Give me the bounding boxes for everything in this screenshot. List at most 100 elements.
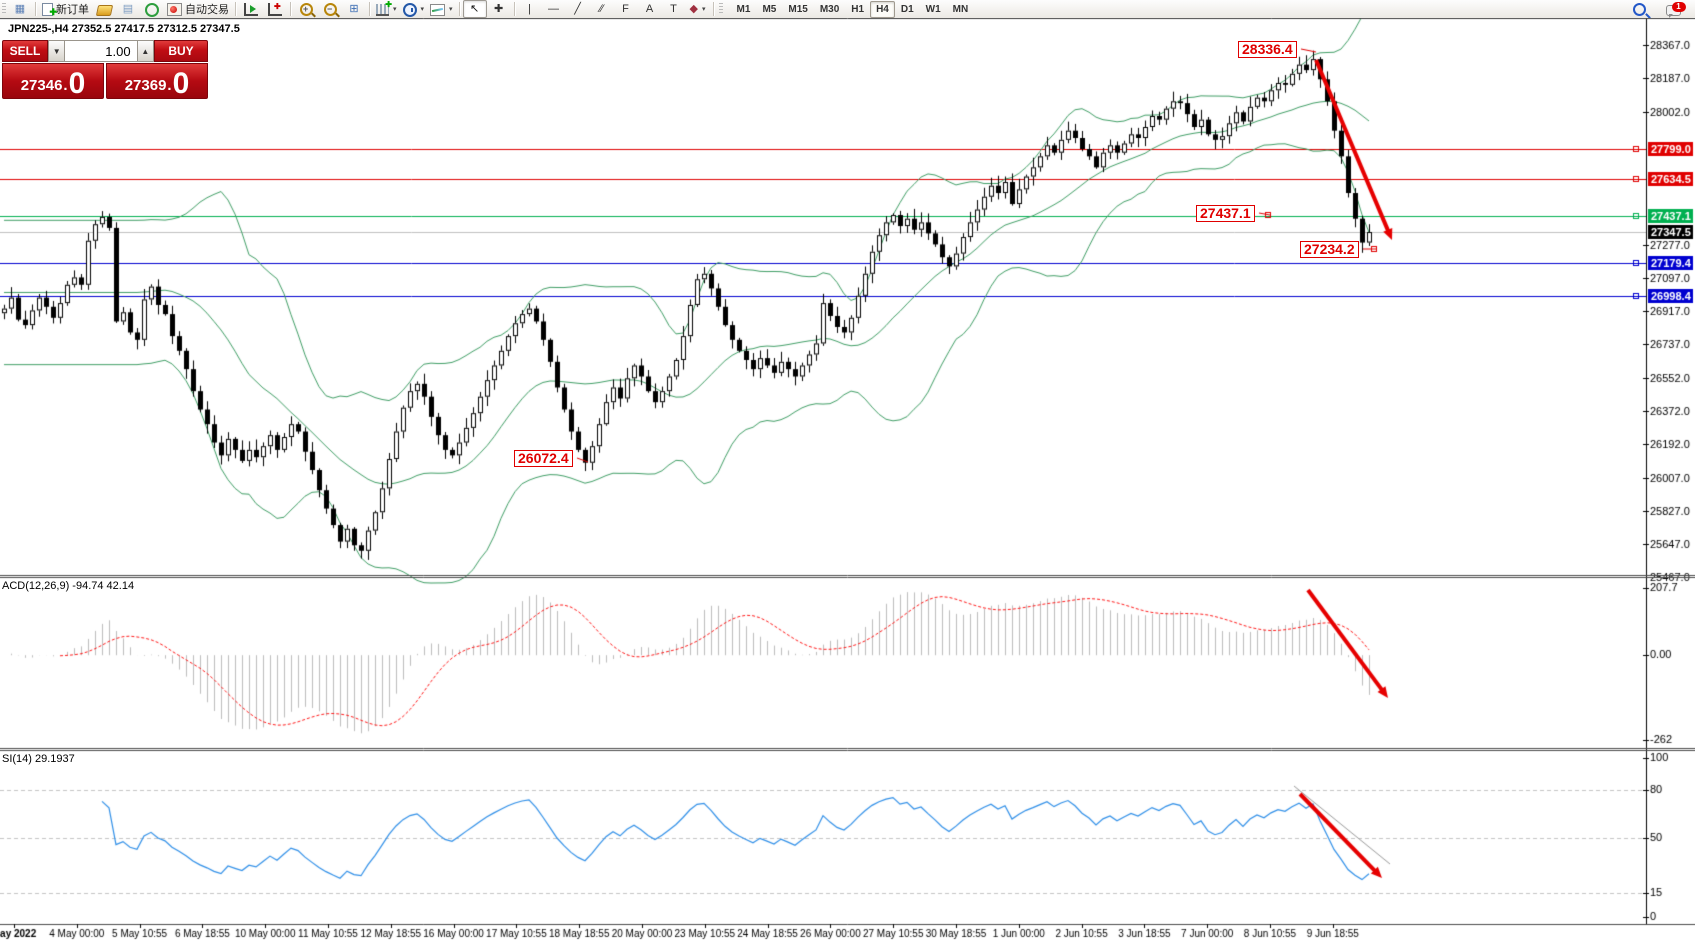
dropdown-caret-icon: ▾ [449,6,453,13]
price-annotation[interactable]: 27234.2 [1300,241,1359,258]
channel-icon: ∕∕ [599,2,604,15]
macd-indicator-label: ACD(12,26,9) -94.74 42.14 [2,580,135,592]
signal-icon[interactable] [140,0,164,18]
new-order-button[interactable]: 新订单 [39,0,92,18]
dropdown-caret-icon: ▾ [702,6,706,13]
fibonacci-icon[interactable]: F [614,0,638,18]
one-click-trading-panel: SELL ▼ 1.00 ▲ BUY 27346. 0 27369. 0 [2,40,208,99]
bid-price-panel[interactable]: 27346. 0 [2,63,104,99]
price-annotation[interactable]: 27437.1 [1196,205,1255,222]
market-watch-icon: ▤ [122,2,134,15]
new-order-button [42,2,57,18]
timeframe-button-mn[interactable]: MN [952,3,969,15]
quote-bar: JPN225-,H4 27352.5 27417.5 27312.5 27347… [8,23,240,35]
volume-down-button[interactable]: ▼ [48,40,66,62]
autotrade-button [167,2,182,16]
toolbar: ▦新订单▤自动交易+−⊞▾▾▾↖✚|—╱∕∕FAT◆▾M1M5M15M30H1H… [0,0,1695,19]
gold-icon [95,4,113,16]
zoom-in-icon[interactable]: + [294,0,318,18]
indicators-icon[interactable]: ▾ [373,0,400,18]
buy-button[interactable]: BUY [153,40,208,62]
toolbar-grip[interactable] [2,3,6,15]
timeframe-button-h1[interactable]: H1 [851,3,865,15]
price-annotation[interactable]: 28336.4 [1238,41,1297,58]
timeframe-button-m5[interactable]: M5 [762,3,777,15]
search-icon [1632,2,1646,16]
chart-shift-icon[interactable] [239,0,263,18]
text-label-icon: T [670,2,677,15]
chart-canvas[interactable] [0,18,1695,940]
zoom-out-icon[interactable]: − [318,0,342,18]
bid-price-frac: 0 [68,67,86,100]
arrows-icon[interactable]: ◆ ▾ [686,0,710,18]
chart-window-icon[interactable]: ▦ [8,0,32,18]
crosshair-icon[interactable]: ✚ [487,0,511,18]
tile-windows-icon: ⊞ [349,2,359,15]
chart-window-icon: ▦ [14,2,26,15]
timeframe-toolbar: M1 M5 M15 M30 H1 H4 D1 W1 MN [731,0,975,18]
cursor-icon: ↖ [469,2,480,15]
notification-badge: 1 [1671,1,1686,12]
indicators-icon [376,0,392,16]
zoom-in-icon: + [299,2,313,16]
trendline-icon: ╱ [574,2,581,15]
price-annotation[interactable]: 26072.4 [514,450,573,467]
ask-decimal: . [167,77,172,94]
ask-price-frac: 0 [172,67,190,100]
new-order-button-label: 新订单 [56,4,89,16]
sell-button[interactable]: SELL [2,40,48,62]
timeframe-button-m30[interactable]: M30 [819,3,840,15]
toolbar-separator [290,2,291,16]
toolbar-separator [235,2,236,16]
toolbar-separator [458,2,460,16]
chart-shift-icon [244,3,258,16]
search-icon[interactable] [1627,0,1651,18]
vertical-line-icon: | [528,2,531,15]
dropdown-caret-icon: ▾ [420,6,425,13]
channel-icon[interactable]: ∕∕ [590,0,614,18]
autotrade-button-label: 自动交易 [185,4,229,16]
bid-price-int: 27346 [20,77,63,94]
chat-icon[interactable]: 1 [1661,0,1686,18]
text-icon[interactable]: A [638,0,662,18]
chat-icon: 1 [1665,1,1686,18]
timeframe-button-m1[interactable]: M1 [736,3,751,15]
dropdown-caret-icon: ▾ [393,6,397,13]
autotrade-button[interactable]: 自动交易 [164,0,232,18]
toolbar-separator [513,2,515,16]
toolbar-grip[interactable] [718,3,723,15]
volume-up-button[interactable]: ▲ [136,40,154,62]
trendline-icon[interactable]: ╱ [566,0,590,18]
market-watch-icon[interactable]: ▤ [116,0,140,18]
signal-icon [145,2,159,17]
auto-scroll-icon[interactable] [263,0,287,18]
periods-icon [402,2,417,17]
timeframe-button-w1[interactable]: W1 [925,3,941,15]
horizontal-line-icon: — [548,2,560,15]
crosshair-icon: ✚ [493,2,504,15]
rsi-indicator-label: SI(14) 29.1937 [2,753,75,765]
toolbar-separator [35,2,36,16]
ask-price-int: 27369 [124,77,167,94]
gold-icon[interactable] [92,0,116,18]
arrows-icon: ◆ [689,2,699,15]
timeframe-button-m15[interactable]: M15 [788,3,808,15]
templates-icon[interactable]: ▾ [427,0,456,18]
volume-input[interactable]: 1.00 [65,40,137,62]
cursor-icon[interactable]: ↖ [462,0,487,18]
tile-windows-icon[interactable]: ⊞ [342,0,366,18]
timeframe-button-h4[interactable]: H4 [870,0,895,18]
text-icon: A [645,2,654,15]
periods-icon[interactable]: ▾ [400,0,428,18]
timeframe-button-d1[interactable]: D1 [900,3,914,15]
fibonacci-icon: F [622,2,629,15]
vertical-line-icon[interactable]: | [518,0,542,18]
toolbar-separator [369,2,370,16]
horizontal-line-icon[interactable]: — [542,0,566,18]
ask-price-panel[interactable]: 27369. 0 [106,63,208,99]
text-label-icon[interactable]: T [662,0,686,18]
bid-decimal: . [63,77,68,94]
templates-icon [430,3,446,16]
auto-scroll-icon [268,2,282,16]
